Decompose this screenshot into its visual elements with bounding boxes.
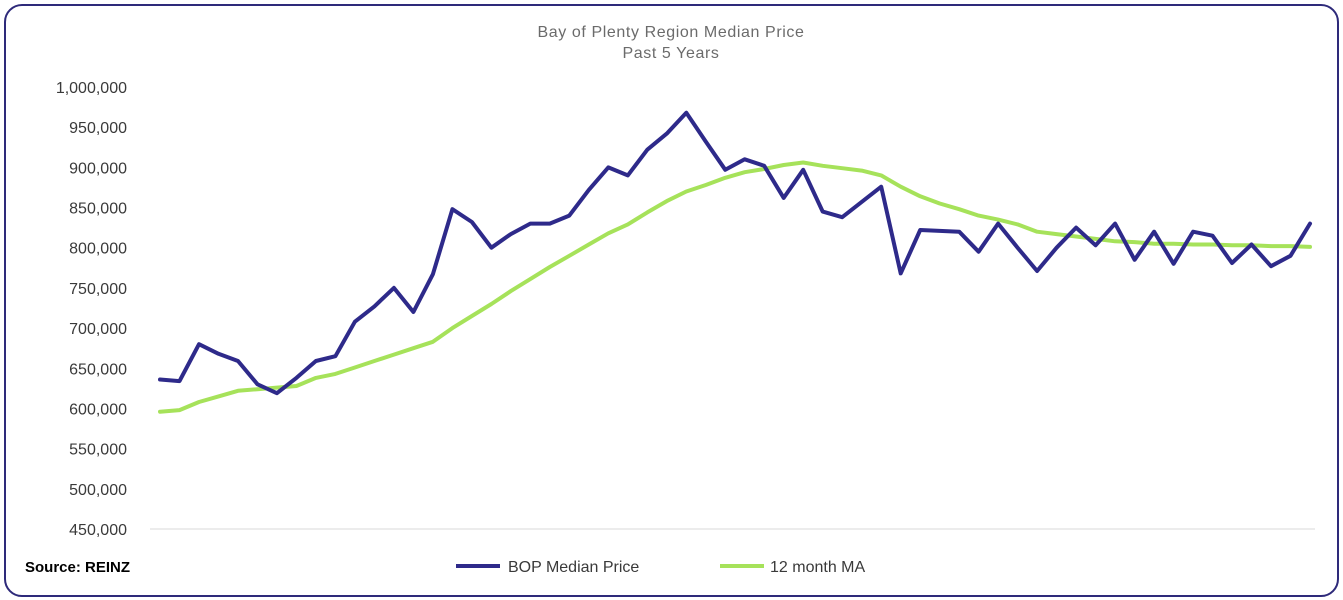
y-tick-label: 650,000 xyxy=(69,361,127,378)
source-label: Source: REINZ xyxy=(25,559,130,576)
y-tick-label: 750,000 xyxy=(69,281,127,298)
y-tick-label: 950,000 xyxy=(69,120,127,137)
y-tick-label: 600,000 xyxy=(69,401,127,418)
y-tick-label: 500,000 xyxy=(69,482,127,499)
y-tick-label: 1,000,000 xyxy=(56,80,127,97)
y-axis-ticks: 1,000,000 950,000 900,000 850,000 800,000 750… xyxy=(56,80,1315,539)
y-tick-label: 550,000 xyxy=(69,442,127,459)
series-line-12-month-ma xyxy=(158,160,1312,414)
legend: BOP Median Price 12 month MA xyxy=(456,559,865,576)
y-tick-label: 850,000 xyxy=(69,201,127,218)
series-line-bop-median-price xyxy=(158,110,1312,396)
y-tick-label: 900,000 xyxy=(69,160,127,177)
area-fill-lines xyxy=(159,112,1311,529)
chart-subtitle: Past 5 Years xyxy=(622,45,719,62)
legend-label-bop-median: BOP Median Price xyxy=(508,559,639,576)
y-tick-label: 450,000 xyxy=(69,522,127,539)
y-tick-label: 800,000 xyxy=(69,241,127,258)
chart-frame xyxy=(4,4,1339,597)
y-tick-label: 700,000 xyxy=(69,321,127,338)
series-layer xyxy=(158,110,1312,414)
legend-label-12-month-ma: 12 month MA xyxy=(770,559,865,576)
chart-title: Bay of Plenty Region Median Price xyxy=(537,24,804,41)
